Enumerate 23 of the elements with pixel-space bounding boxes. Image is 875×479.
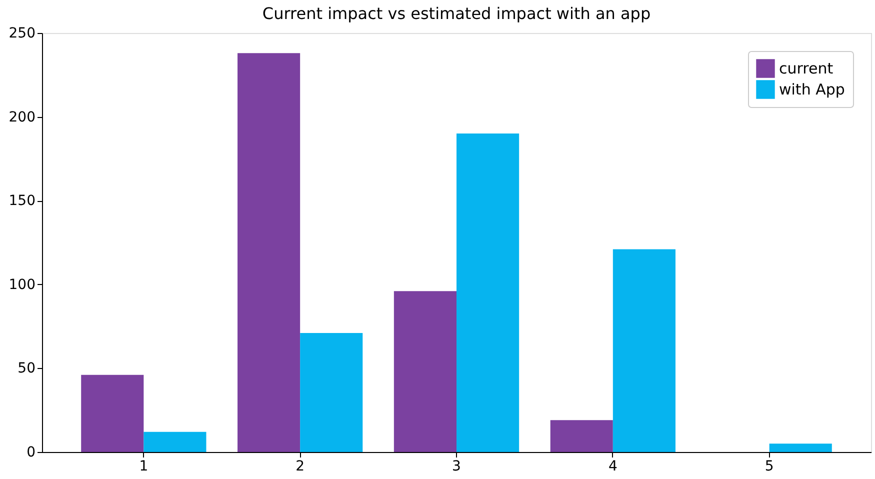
x-tick-label: 5: [764, 458, 774, 474]
y-tick-label: 0: [26, 444, 36, 460]
chart-title: Current impact vs estimated impact with an app: [262, 4, 651, 23]
y-tick-label: 50: [18, 360, 36, 377]
bar: [456, 134, 520, 452]
bar: [550, 420, 613, 452]
x-tick-label: 3: [452, 458, 461, 474]
y-tick-label: 100: [8, 276, 36, 293]
x-tick-label: 2: [296, 458, 305, 474]
x-tick-label: 1: [139, 458, 148, 474]
legend-label: current: [779, 60, 834, 78]
bar: [394, 291, 456, 452]
bar: [238, 53, 300, 452]
legend-label: with App: [779, 80, 845, 98]
bar: [144, 432, 206, 452]
x-tick-label: 4: [608, 458, 618, 474]
y-tick-label: 150: [8, 193, 36, 210]
y-tick-label: 200: [8, 109, 36, 126]
y-tick-label: 250: [8, 26, 36, 42]
bar: [769, 444, 832, 452]
bar: [81, 374, 144, 452]
bar: [612, 249, 676, 452]
bar: [300, 333, 363, 452]
